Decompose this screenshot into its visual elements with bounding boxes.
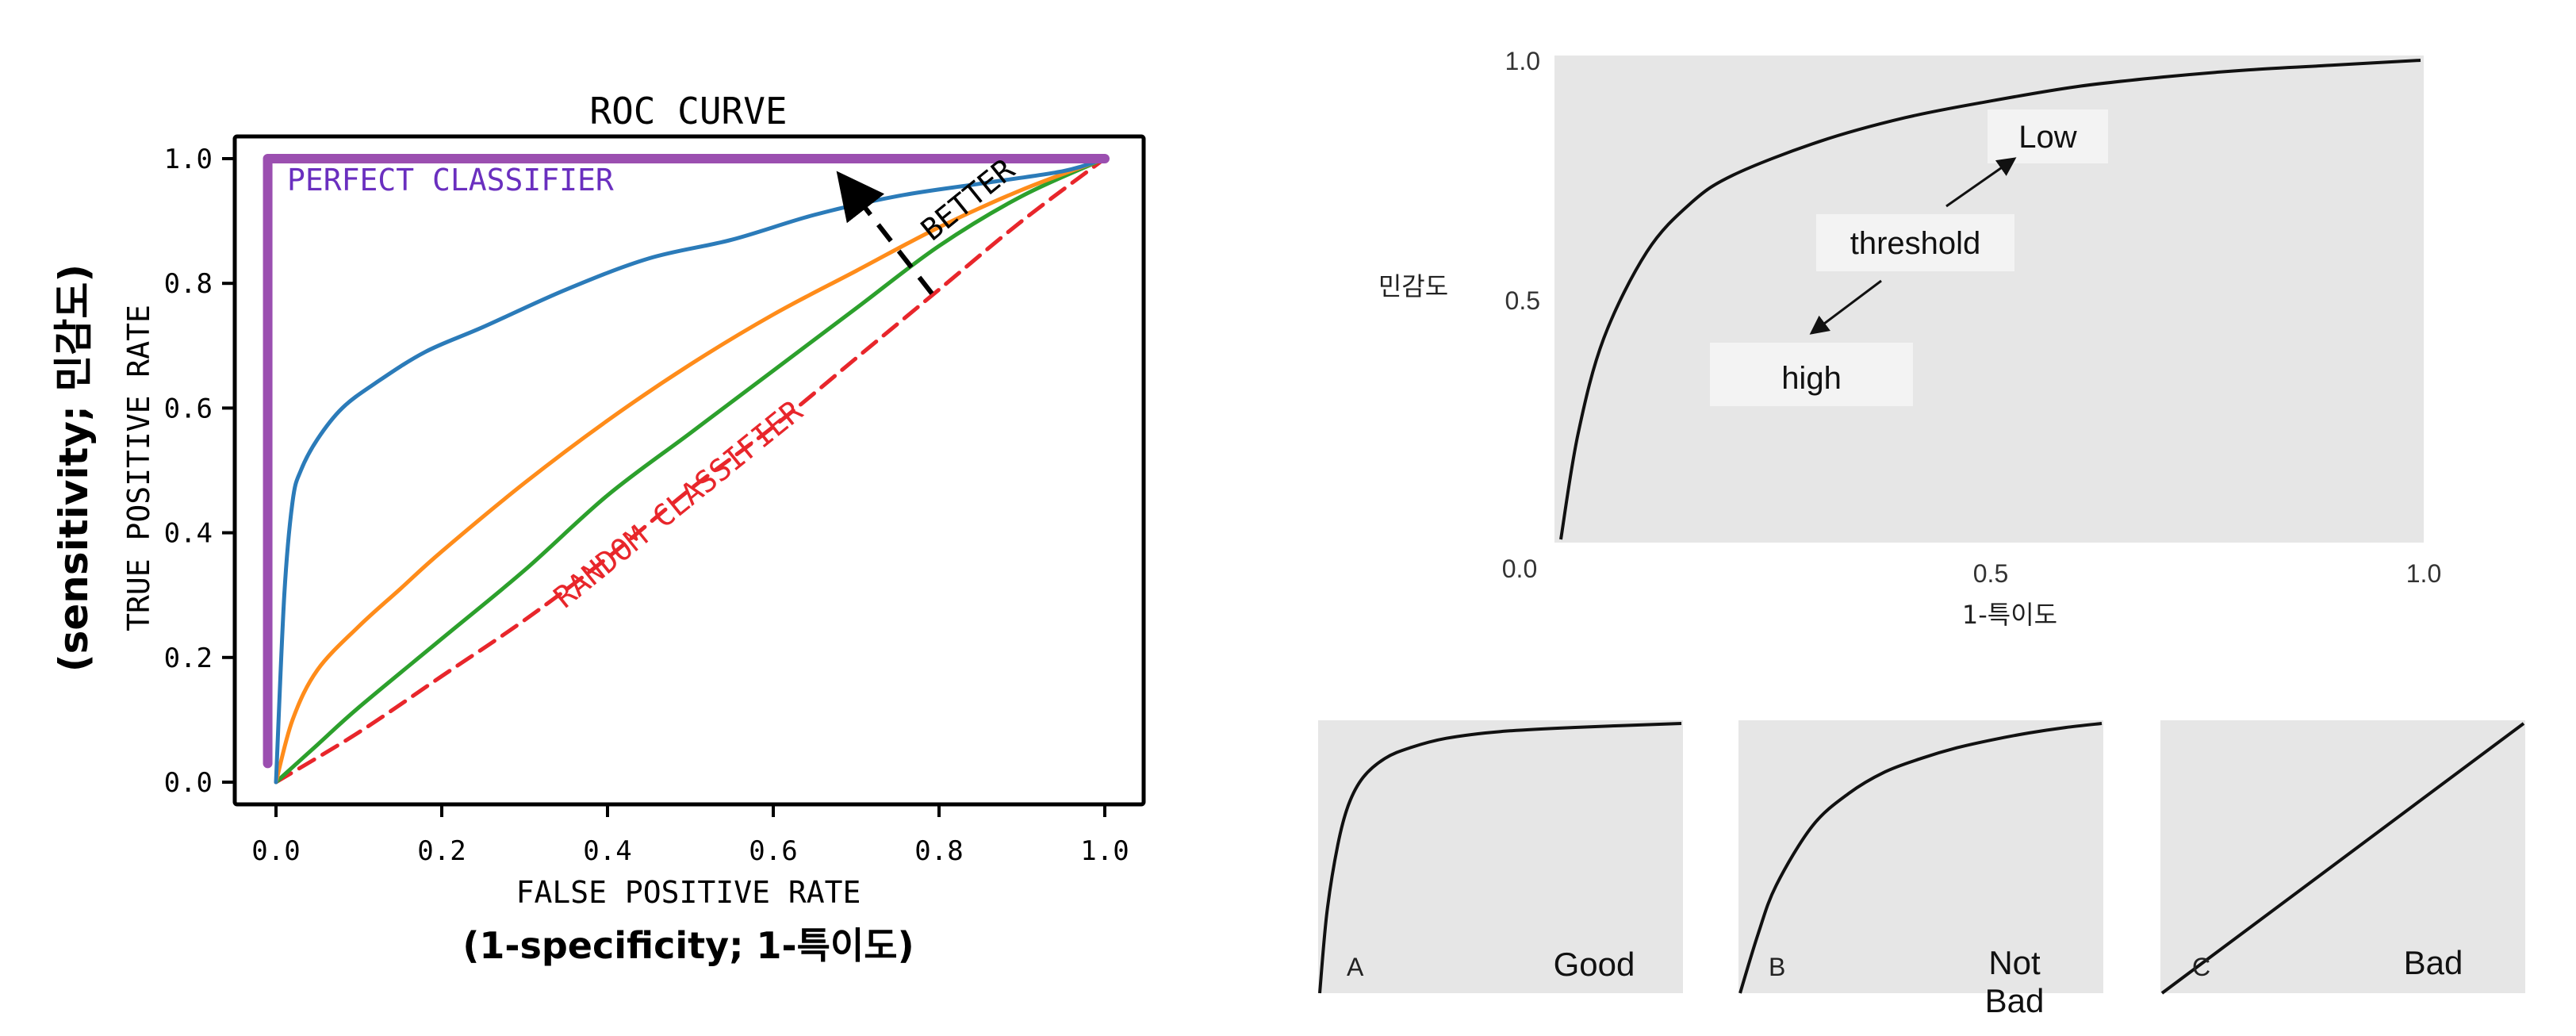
x-axis-label: 1-특이도: [1962, 600, 2057, 630]
panel-letter: A: [1347, 953, 1364, 981]
x-tick-label: 0.5: [1973, 559, 2008, 588]
panel-label: Good: [1554, 946, 1635, 983]
panel-label-line: Not: [1988, 944, 2041, 981]
panel-label: Bad: [2404, 944, 2463, 981]
roc-curve-line: [1559, 59, 2421, 540]
panel-bad: C Bad: [2160, 720, 2525, 995]
annotation-perfect: PERFECT CLASSIFIER: [287, 163, 614, 198]
x-tick-label: 1.0: [2406, 559, 2441, 588]
y-tick-label: 0.8: [164, 268, 213, 300]
y-tick-label: 0.2: [164, 643, 213, 674]
x-tick-label: 1.0: [1080, 835, 1129, 867]
panel-good: A Good: [1318, 720, 1683, 994]
label-threshold: threshold: [1850, 226, 1981, 261]
panel-curve: [1318, 722, 1682, 994]
panel-background: [1318, 720, 1683, 993]
panel-not-bad: B Not Bad: [1738, 720, 2103, 1019]
x-axis-label: FALSE POSITIVE RATE: [516, 875, 861, 910]
y-tick-label: 0.0: [164, 767, 213, 799]
label-box-high: [1710, 343, 1913, 406]
panel-curve: [1738, 722, 2103, 994]
label-box-low: [1988, 109, 2108, 163]
annotation-random: RANDOM CLASSIFIER: [547, 393, 809, 615]
x-axis-note: (1-specificity; 1-특이도): [462, 924, 914, 967]
plot-frame: [232, 134, 1146, 807]
panel-label-line: Bad: [1985, 982, 2045, 1019]
y-tick-label: 0.6: [164, 393, 213, 424]
better-arrow: [836, 171, 934, 295]
x-tick-label: 0.2: [417, 835, 466, 867]
y-tick-label: 1.0: [164, 144, 213, 175]
panel-curve: [2160, 722, 2525, 995]
panel-letter: C: [2192, 953, 2210, 981]
x-tick-label: 0.6: [749, 835, 797, 867]
arrow-to-low: [1945, 157, 2017, 208]
y-tick-label: 1.0: [1505, 47, 1540, 75]
y-tick-label: 0.4: [164, 518, 213, 550]
axis-ticks: 0.0 0.5 1.0 0.5 1.0: [1502, 47, 2441, 588]
x-tick-label: 0.8: [914, 835, 963, 867]
annotation-better: BETTER: [914, 152, 1021, 247]
series-green-line: [274, 156, 1107, 785]
panel-label: Not Bad: [1985, 944, 2045, 1019]
y-axis-label: TRUE POSITIVE RATE: [121, 305, 156, 631]
roc-chart: ROC CURVE 0.0 0.2 0.4 0.6 0.8 1.0 0.0 0.2 0.4 0.6…: [51, 90, 1146, 967]
y-axis-label: 민감도: [1378, 271, 1448, 301]
panel-background: [1738, 720, 2103, 993]
x-tick-label: 0.0: [251, 835, 300, 867]
x-tick-label: 0.4: [583, 835, 631, 867]
label-high: high: [1781, 361, 1842, 396]
axis-ticks: 0.0 0.2 0.4 0.6 0.8 1.0 0.0 0.2 0.4 0.6 0.8 1.0: [164, 144, 1129, 867]
arrow-to-high: [1809, 279, 1882, 335]
series-perfect-line: [263, 154, 1110, 769]
label-box-threshold: [1816, 214, 2014, 271]
series-blue-line: [274, 156, 1107, 785]
panel-letter: B: [1769, 953, 1785, 981]
chart-title: ROC CURVE: [589, 90, 787, 132]
label-low: Low: [2018, 120, 2076, 155]
series-lines: [263, 154, 1110, 785]
y-axis-note: (sensitivity; 민감도): [51, 264, 97, 673]
series-orange-line: [274, 156, 1107, 785]
series-random-line: [274, 156, 1107, 785]
y-tick-label: 0.5: [1505, 286, 1540, 315]
x-tick-label: 0.0: [1502, 554, 1537, 583]
threshold-chart: 0.0 0.5 1.0 0.5 1.0 Low threshold high 민감도 1…: [1378, 47, 2441, 630]
